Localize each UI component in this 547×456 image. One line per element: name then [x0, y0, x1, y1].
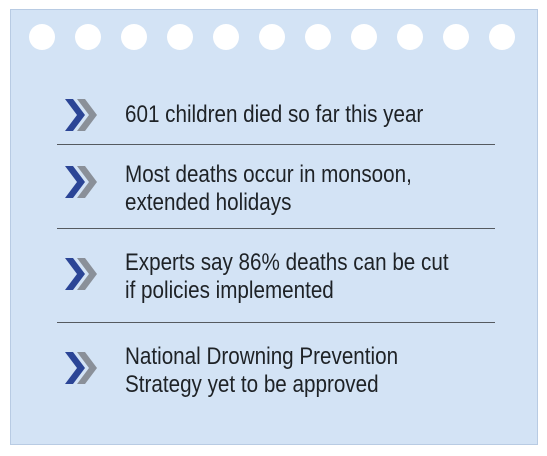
binder-hole	[75, 24, 101, 50]
list-item-text: Experts say 86% deaths can be cut if pol…	[125, 249, 449, 304]
binder-hole	[259, 24, 285, 50]
binder-hole	[305, 24, 331, 50]
binder-hole	[443, 24, 469, 50]
binder-hole	[351, 24, 377, 50]
binder-hole	[213, 24, 239, 50]
binder-hole	[29, 24, 55, 50]
list-item: Experts say 86% deaths can be cut if pol…	[57, 229, 495, 323]
binder-hole	[167, 24, 193, 50]
double-chevron-right-icon	[65, 166, 97, 198]
list-item: National Drowning Prevention Strategy ye…	[57, 323, 495, 417]
double-chevron-right-icon	[65, 99, 97, 131]
list-item-text: Most deaths occur in monsoon, extended h…	[125, 161, 412, 216]
list-item: Most deaths occur in monsoon, extended h…	[57, 145, 495, 229]
list-item-text: National Drowning Prevention Strategy ye…	[125, 343, 399, 398]
binder-hole	[489, 24, 515, 50]
binder-hole	[397, 24, 423, 50]
list-item-text: 601 children died so far this year	[125, 101, 424, 128]
binder-hole	[121, 24, 147, 50]
double-chevron-right-icon	[65, 258, 97, 290]
double-chevron-right-icon	[65, 352, 97, 384]
notepad-card: 601 children died so far this year Most …	[10, 9, 538, 445]
key-points-list: 601 children died so far this year Most …	[57, 85, 495, 417]
list-item: 601 children died so far this year	[57, 85, 495, 145]
